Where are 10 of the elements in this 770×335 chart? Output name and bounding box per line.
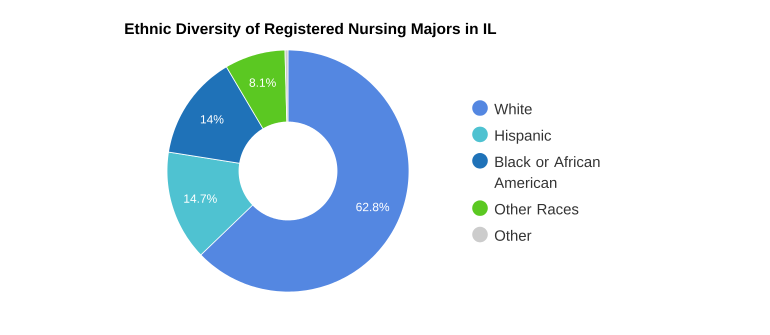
legend-label: Hispanic [495,130,552,144]
data-label: 14.7% [184,194,217,203]
legend-label: Other [494,230,532,241]
data-label: 8.1% [250,78,276,87]
data-label: 62.8% [356,202,390,212]
legend-label: Other Races [494,203,578,214]
data-label: 14% [200,115,224,124]
legend-label: Black or African American [494,156,600,188]
chart-title: Ethnic Diversity of Registered Nursing Majors in IL [125,22,496,38]
legend-label: White [494,103,532,114]
